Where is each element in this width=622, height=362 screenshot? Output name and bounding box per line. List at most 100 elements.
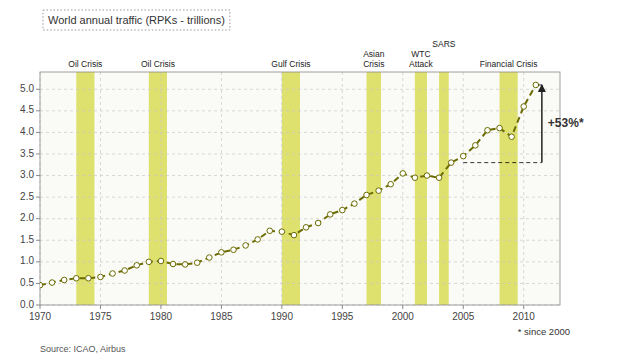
- grid-line: [40, 175, 560, 176]
- y-tick-label: 3.5: [20, 148, 34, 159]
- grid-line: [40, 283, 560, 284]
- grid-line: [40, 218, 560, 219]
- x-tick-label: 1980: [150, 311, 173, 322]
- data-point: [243, 243, 249, 249]
- grid-line: [160, 72, 161, 305]
- crisis-label: Oil Crisis: [68, 59, 102, 69]
- y-tick-label: 1.0: [20, 255, 34, 266]
- data-point: [146, 259, 152, 265]
- data-point: [303, 225, 309, 231]
- crisis-spans: [76, 72, 517, 305]
- annotations: +53%*: [463, 85, 584, 163]
- x-tick: [221, 305, 222, 309]
- crisis-label-line: Asian: [363, 49, 385, 59]
- x-tick: [40, 305, 41, 309]
- data-point: [231, 247, 237, 253]
- y-tick: [36, 261, 40, 262]
- y-tick-label: 0.5: [20, 277, 34, 288]
- grid-line: [40, 153, 560, 154]
- x-tick-label: 1990: [271, 311, 294, 322]
- data-point: [509, 134, 515, 140]
- y-tick-label: 1.5: [20, 234, 34, 245]
- y-tick: [36, 153, 40, 154]
- y-tick: [36, 240, 40, 241]
- x-tick: [402, 305, 403, 309]
- plot-background: [40, 72, 560, 305]
- y-tick: [36, 283, 40, 284]
- crisis-label: Gulf Crisis: [271, 59, 310, 69]
- data-point: [352, 201, 358, 207]
- y-tick: [36, 110, 40, 111]
- data-point: [485, 127, 491, 133]
- x-tick-label: 2005: [452, 311, 475, 322]
- x-tick: [523, 305, 524, 309]
- crisis-span: [367, 72, 382, 305]
- title-box: [43, 10, 230, 30]
- axes: 0.00.51.01.52.02.53.03.54.04.55.01970197…: [20, 72, 560, 322]
- change-label: +53%*: [548, 116, 584, 130]
- data-point: [122, 268, 128, 274]
- y-tick-label: 2.5: [20, 191, 34, 202]
- x-tick: [342, 305, 343, 309]
- y-tick: [36, 218, 40, 219]
- series-group: [40, 82, 539, 288]
- y-tick-label: 5.0: [20, 83, 34, 94]
- data-point: [448, 160, 454, 166]
- grid-line: [40, 89, 560, 90]
- data-point: [73, 275, 79, 281]
- x-tick-label: 2000: [392, 311, 415, 322]
- crisis-label-line: SARS: [432, 39, 455, 49]
- source: Source: ICAO, Airbus: [40, 344, 126, 354]
- data-point: [194, 260, 200, 266]
- grid-line: [221, 72, 222, 305]
- x-tick-label: 1995: [331, 311, 354, 322]
- reference-line: [463, 162, 542, 163]
- data-point: [327, 212, 333, 218]
- x-tick-label: 1970: [29, 311, 52, 322]
- title-group: World annual traffic (RPKs - trillions): [43, 10, 230, 30]
- x-tick: [100, 305, 101, 309]
- change-arrow: [541, 85, 543, 163]
- grid-line: [40, 240, 560, 241]
- y-tick-label: 3.0: [20, 169, 34, 180]
- data-point: [86, 275, 92, 281]
- data-point: [182, 262, 188, 268]
- y-tick: [36, 175, 40, 176]
- x-tick: [281, 305, 282, 309]
- y-tick-label: 4.5: [20, 104, 34, 115]
- x-tick: [463, 305, 464, 309]
- grid-line: [342, 72, 343, 305]
- crisis-label: AsianCrisis: [363, 49, 385, 69]
- crisis-span: [500, 72, 518, 305]
- grid-line: [40, 110, 560, 111]
- data-point: [533, 82, 539, 88]
- y-tick-label: 2.0: [20, 212, 34, 223]
- data-point: [255, 237, 261, 243]
- data-point: [388, 181, 394, 187]
- crisis-span: [282, 72, 300, 305]
- data-point: [340, 207, 346, 213]
- crisis-label-line: Financial Crisis: [480, 59, 538, 69]
- data-point: [412, 175, 418, 181]
- data-point: [158, 258, 164, 264]
- plot-frame: [40, 72, 560, 305]
- grid-line: [40, 197, 560, 198]
- crisis-label-line: Oil Crisis: [68, 59, 102, 69]
- data-point: [424, 173, 430, 179]
- data-point: [219, 250, 225, 256]
- crisis-label-line: Oil Crisis: [141, 59, 175, 69]
- x-tick-label: 1985: [210, 311, 233, 322]
- grid-line: [40, 132, 560, 133]
- series-line: [40, 85, 536, 285]
- x-tick-label: 2010: [513, 311, 536, 322]
- data-point: [376, 188, 382, 194]
- data-point: [460, 153, 466, 159]
- y-tick-label: 0.0: [20, 299, 34, 310]
- grid-line: [463, 72, 464, 305]
- data-point: [436, 175, 442, 181]
- data-point: [279, 229, 285, 235]
- data-point: [521, 104, 527, 110]
- note: * since 2000: [518, 326, 570, 337]
- data-point: [497, 125, 503, 131]
- x-tick: [160, 305, 161, 309]
